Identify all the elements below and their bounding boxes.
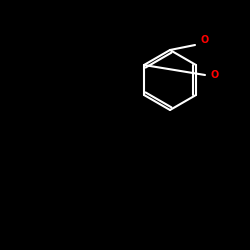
Text: O: O [211,70,219,80]
Text: O: O [201,35,209,45]
